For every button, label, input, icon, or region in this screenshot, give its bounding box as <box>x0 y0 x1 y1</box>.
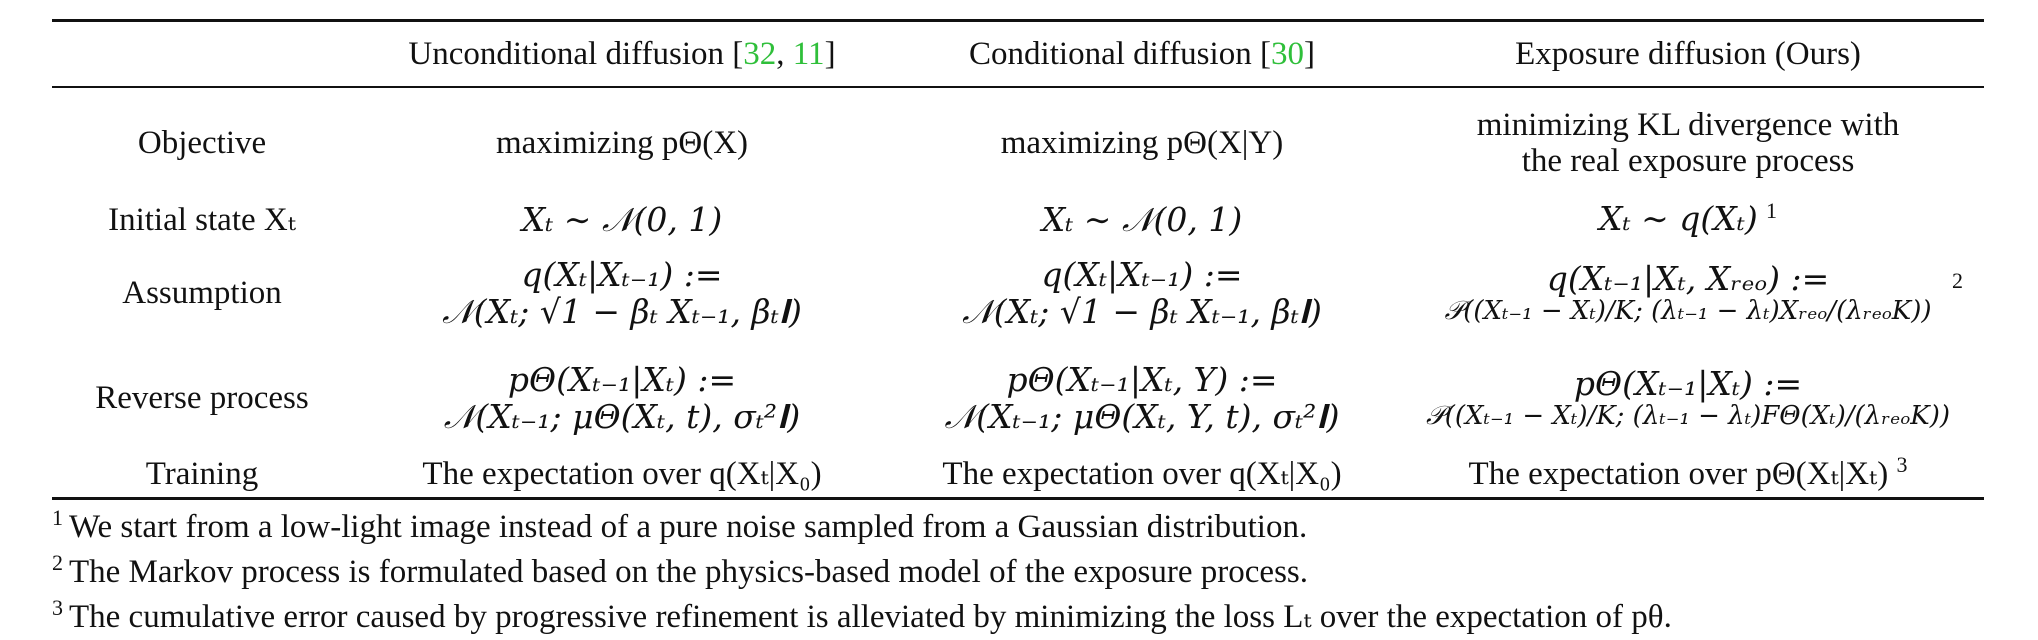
objective-ours: minimizing KL divergence with the real e… <box>1392 87 1984 199</box>
header-rule <box>52 86 1984 88</box>
header-exposure-ours: Exposure diffusion (Ours) <box>1515 36 1861 73</box>
initial-unconditional: Xₜ ∼ 𝒩(0, 1) <box>521 199 723 239</box>
row-label-assumption: Assumption <box>122 275 282 312</box>
reverse-ours-line2: 𝒫((Xₜ₋₁ − Xₜ)/K; (λₜ₋₁ − λₜ)FΘ(Xₜ)/(λᵣₑₒ… <box>1426 401 1950 432</box>
footnote-3: 3 The cumulative error caused by progress… <box>52 595 2002 640</box>
citation-link-32[interactable]: 32 <box>743 36 777 73</box>
reverse-ours: pΘ(Xₜ₋₁|Xₜ) := 𝒫((Xₜ₋₁ − Xₜ)/K; (λₜ₋₁ − … <box>1392 346 1984 451</box>
objective-conditional: maximizing pΘ(X|Y) <box>1000 124 1284 161</box>
footnote-2: 2 The Markov process is formulated based … <box>52 550 2002 595</box>
objective-ours-line1: minimizing KL divergence with <box>1476 106 1900 143</box>
objective-unconditional: maximizing pΘ(X) <box>495 124 749 161</box>
assumption-unconditional-line1: q(Xₜ|Xₜ₋₁) := <box>521 255 723 295</box>
header-unconditional-sep: , <box>776 36 793 73</box>
footnote-1-mark: 1 <box>52 505 63 530</box>
top-rule <box>52 19 1984 22</box>
footnote-1-text: We start from a low-light image instead … <box>69 509 1308 545</box>
citation-link-30[interactable]: 30 <box>1270 36 1304 73</box>
header-unconditional: Unconditional diffusion [32, 11] <box>352 22 892 87</box>
header-unconditional-close: ] <box>824 36 836 73</box>
assumption-conditional: q(Xₜ|Xₜ₋₁) := 𝒩(Xₜ; √1 − βₜ Xₜ₋₁, βₜ𝐈) <box>892 241 1392 346</box>
table-row-objective: Objective maximizing pΘ(X) maximizing pΘ… <box>52 87 1984 199</box>
initial-ours: Xₜ ∼ q(Xₜ) 1 <box>1392 199 1984 241</box>
reverse-ours-line1: pΘ(Xₜ₋₁|Xₜ) := <box>1573 364 1803 404</box>
header-conditional-text: Conditional diffusion [ <box>969 36 1271 73</box>
footnotes: 1 We start from a low-light image instead… <box>52 505 2002 640</box>
reverse-unconditional: pΘ(Xₜ₋₁|Xₜ) := 𝒩(Xₜ₋₁; μΘ(Xₜ, t), σₜ²𝐈) <box>352 346 892 451</box>
footnote-mark-2: 2 <box>1952 268 1963 293</box>
comparison-table: Unconditional diffusion [32, 11] Conditi… <box>52 22 1984 498</box>
footnote-3-mark: 3 <box>52 595 63 620</box>
assumption-ours: q(Xₜ₋₁|Xₜ, Xᵣₑₒ) := 𝒫((Xₜ₋₁ − Xₜ)/K; (λₜ… <box>1392 241 1984 346</box>
assumption-ours-line2: 𝒫((Xₜ₋₁ − Xₜ)/K; (λₜ₋₁ − λₜ)Xᵣₑₒ/(λᵣₑₒK)… <box>1444 296 1932 327</box>
assumption-unconditional: q(Xₜ|Xₜ₋₁) := 𝒩(Xₜ; √1 − βₜ Xₜ₋₁, βₜ𝐈) <box>352 241 892 346</box>
header-conditional: Conditional diffusion [30] <box>892 22 1392 87</box>
training-unconditional: The expectation over q(Xₜ|X₀) <box>422 456 822 493</box>
row-label-objective: Objective <box>137 124 267 161</box>
row-label-reverse-process: Reverse process <box>95 380 309 417</box>
header-conditional-close: ] <box>1303 36 1315 73</box>
reverse-unconditional-line1: pΘ(Xₜ₋₁|Xₜ) := <box>507 360 737 400</box>
table-row-training: Training The expectation over q(Xₜ|X₀) T… <box>52 451 1984 498</box>
reverse-conditional: pΘ(Xₜ₋₁|Xₜ, Y) := 𝒩(Xₜ₋₁; μΘ(Xₜ, Y, t), … <box>892 346 1392 451</box>
assumption-conditional-line1: q(Xₜ|Xₜ₋₁) := <box>1041 255 1243 295</box>
initial-ours-formula: Xₜ ∼ q(Xₜ) <box>1598 199 1758 239</box>
table-row-reverse-process: Reverse process pΘ(Xₜ₋₁|Xₜ) := 𝒩(Xₜ₋₁; μ… <box>52 346 1984 451</box>
reverse-unconditional-line2: 𝒩(Xₜ₋₁; μΘ(Xₜ, t), σₜ²𝐈) <box>443 396 801 436</box>
initial-conditional: Xₜ ∼ 𝒩(0, 1) <box>1041 199 1243 239</box>
footnote-2-mark: 2 <box>52 550 63 575</box>
assumption-conditional-line2: 𝒩(Xₜ; √1 − βₜ Xₜ₋₁, βₜ𝐈) <box>962 291 1322 331</box>
table-row-assumption: Assumption q(Xₜ|Xₜ₋₁) := 𝒩(Xₜ; √1 − βₜ X… <box>52 241 1984 346</box>
assumption-ours-line1: q(Xₜ₋₁|Xₜ, Xᵣₑₒ) := <box>1546 259 1830 299</box>
table-row-initial-state: Initial state Xₜ Xₜ ∼ 𝒩(0, 1) Xₜ ∼ 𝒩(0, … <box>52 199 1984 241</box>
footnote-3-text: The cumulative error caused by progressi… <box>69 599 1672 635</box>
row-label-training: Training <box>145 456 259 493</box>
reverse-conditional-line2: 𝒩(Xₜ₋₁; μΘ(Xₜ, Y, t), σₜ²𝐈) <box>944 396 1340 436</box>
bottom-rule <box>52 497 1984 500</box>
footnote-mark-1: 1 <box>1766 198 1777 224</box>
footnote-1: 1 We start from a low-light image instead… <box>52 505 2002 550</box>
training-ours: The expectation over pΘ(Xₜ|Xₜ) 3 <box>1392 451 1984 498</box>
table-header-row: Unconditional diffusion [32, 11] Conditi… <box>52 22 1984 87</box>
row-label-initial-state: Initial state Xₜ <box>108 201 296 238</box>
assumption-unconditional-line2: 𝒩(Xₜ; √1 − βₜ Xₜ₋₁, βₜ𝐈) <box>442 291 802 331</box>
header-unconditional-text: Unconditional diffusion [ <box>408 36 744 73</box>
footnote-mark-3: 3 <box>1896 452 1908 478</box>
citation-link-11[interactable]: 11 <box>792 36 825 73</box>
header-empty-cell <box>52 22 352 87</box>
reverse-conditional-line1: pΘ(Xₜ₋₁|Xₜ, Y) := <box>1006 360 1278 400</box>
objective-ours-line2: the real exposure process <box>1521 143 1855 179</box>
footnote-2-text: The Markov process is formulated based o… <box>69 554 1308 590</box>
training-ours-text: The expectation over pΘ(Xₜ|Xₜ) <box>1468 456 1889 493</box>
training-conditional: The expectation over q(Xₜ|X₀) <box>942 456 1342 493</box>
